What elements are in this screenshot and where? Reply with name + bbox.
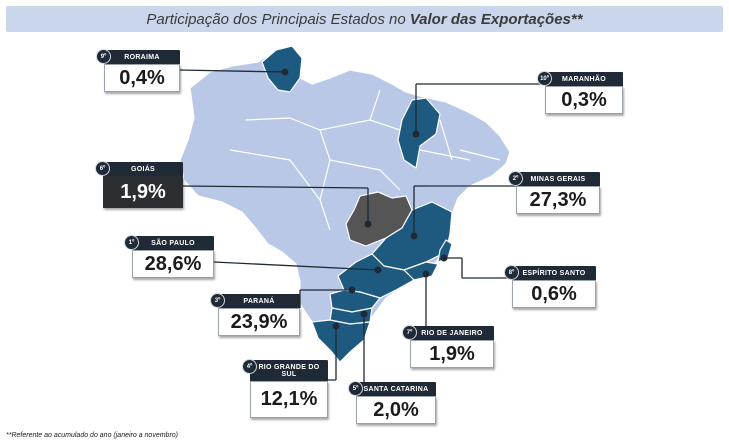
rank-badge: 6º: [95, 161, 110, 176]
footnote: **Referente ao acumulado do ano (janeiro…: [6, 432, 178, 439]
rank-badge: 10º: [537, 71, 552, 86]
title-bar: Participação dos Principais Estados no V…: [6, 6, 723, 32]
callout-santa-catarina: SANTA CATARINA 2,0% 5º: [348, 381, 436, 424]
state-name: ESPÍRITO SANTO: [512, 266, 596, 281]
map-rio-grande-do-sul: [311, 319, 371, 363]
callout-maranhao: MARANHÃO 0,3% 10º: [537, 71, 623, 114]
callout-roraima: RORAIMA 0,4% 9º: [96, 49, 180, 92]
rank-badge: 3º: [210, 293, 225, 308]
callout-sao-paulo: SÃO PAULO 28,6% 1º: [124, 235, 214, 278]
rank-badge: 2º: [508, 171, 523, 186]
callout-rio-de-janeiro: RIO DE JANEIRO 1,9% 7º: [402, 325, 494, 368]
state-name: SANTA CATARINA: [356, 382, 436, 397]
state-name: RIO DE JANEIRO: [410, 326, 494, 341]
leader-lines: [177, 68, 543, 384]
callout-goias: GOIÁS 1,9% 6º: [95, 161, 183, 208]
state-value: 0,6%: [512, 280, 596, 308]
state-name: PARANÁ: [218, 294, 300, 309]
state-name: RORAIMA: [104, 50, 180, 65]
state-name: MINAS GERAIS: [516, 172, 600, 187]
state-value: 0,4%: [104, 64, 180, 92]
state-value: 12,1%: [250, 381, 328, 418]
title-prefix: Participação dos Principais Estados no: [146, 10, 406, 28]
callout-parana: PARANÁ 23,9% 3º: [210, 293, 300, 336]
rank-badge: 7º: [402, 325, 417, 340]
map-roraima: [261, 45, 303, 93]
rank-badge: 1º: [124, 235, 139, 250]
state-value: 1,9%: [410, 340, 494, 368]
state-name: SÃO PAULO: [132, 236, 214, 251]
rank-badge: 9º: [96, 49, 111, 64]
state-value: 2,0%: [356, 396, 436, 424]
callout-espirito-santo: ESPÍRITO SANTO 0,6% 8º: [504, 265, 596, 308]
state-value: 28,6%: [132, 250, 214, 278]
state-value: 1,9%: [103, 176, 183, 208]
title-emphasis: Valor das Exportações**: [409, 10, 583, 28]
state-name: RIO GRANDE DO SUL: [250, 360, 328, 382]
rank-badge: 4º: [242, 359, 257, 374]
rank-badge: 5º: [348, 381, 363, 396]
callout-rio-grande-do-sul: RIO GRANDE DO SUL 12,1% 4º: [242, 359, 328, 418]
state-value: 0,3%: [545, 86, 623, 114]
state-value: 23,9%: [218, 308, 300, 336]
state-name: GOIÁS: [103, 162, 183, 177]
callout-minas-gerais: MINAS GERAIS 27,3% 2º: [508, 171, 600, 214]
state-value: 27,3%: [516, 186, 600, 214]
rank-badge: 8º: [504, 265, 519, 280]
state-name: MARANHÃO: [545, 72, 623, 87]
